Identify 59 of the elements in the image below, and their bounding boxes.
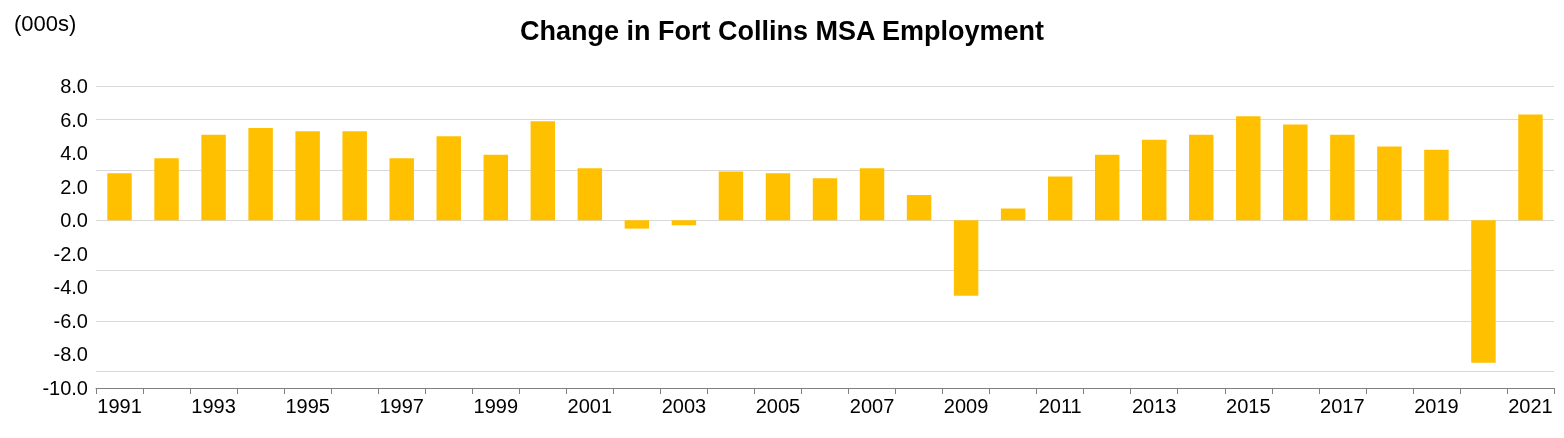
bar [389,158,414,221]
x-tick-label: 2009 [943,395,989,417]
bar [1424,149,1449,221]
y-tick-label: -8.0 [53,343,88,366]
bar [718,171,744,221]
bar [1471,220,1496,363]
bar [107,173,132,221]
x-tick-label: 2013 [1131,395,1177,417]
bar [342,131,367,221]
y-tick-label: -6.0 [53,309,88,332]
x-tick-label: 2011 [1038,395,1082,417]
chart-title: Change in Fort Collins MSA Employment [519,15,1045,46]
y-tick-label: 8.0 [60,75,88,97]
bar [1189,134,1214,221]
bar [1047,176,1073,221]
bar [1377,146,1402,221]
y-tick-label: -10.0 [42,377,88,399]
bar [1283,124,1308,221]
y-tick-label: 0.0 [60,209,88,232]
bar [1236,116,1261,221]
bar [248,127,273,221]
bar [1330,134,1355,221]
y-tick-label: -2.0 [53,242,88,265]
x-tick-label: 2003 [661,395,707,417]
bar [530,121,556,221]
bar [765,173,791,221]
x-tick-label: 2007 [849,395,895,417]
bar [154,158,179,221]
bar [671,220,697,226]
bar [201,134,226,221]
x-tick-label: 1995 [285,395,330,417]
bar [624,220,650,229]
x-tick-label: 2001 [567,395,613,417]
x-tick-label: 1993 [191,395,236,417]
y-tick-label: -4.0 [53,276,88,299]
bar [906,195,932,221]
y-tick-label: 6.0 [60,108,88,131]
x-tick-label: 1991 [97,395,142,417]
bar [953,220,979,296]
bar [859,168,885,221]
y-tick-label: 2.0 [60,175,88,198]
x-tick-label: 2015 [1226,395,1271,417]
y-tick-label: 4.0 [60,142,88,165]
x-tick-label: 2005 [755,395,801,417]
bar [483,154,508,221]
bar [295,131,320,221]
bar [1000,208,1026,221]
x-tick-label: 1997 [379,395,424,417]
x-tick-label: 1999 [473,395,519,417]
bar [812,178,838,221]
bar [1518,114,1543,221]
bar [1094,154,1120,221]
bar [577,168,603,221]
bar [436,136,461,221]
bar [1142,139,1167,221]
x-tick-label: 2017 [1320,395,1365,417]
x-tick-label: 2021 [1508,395,1553,417]
y-axis-title: (000s) [14,10,77,36]
x-tick-label: 2019 [1414,395,1459,417]
